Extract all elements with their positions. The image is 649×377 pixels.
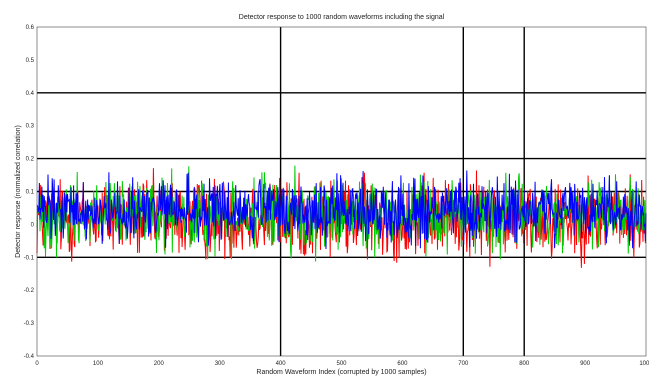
x-axis-label: Random Waveform Index (corrupted by 1000…: [256, 369, 426, 376]
y-tick-labels: -0.4 -0.3 -0.2 -0.1 0 0.1 0.2 0.3 0.4 0.5 0.6: [24, 25, 35, 360]
y-tick-label: 0.3: [26, 124, 35, 130]
x-tick-label: 200: [154, 361, 165, 367]
chart-title: Detector response to 1000 random wavefor…: [239, 14, 445, 21]
x-tick-label: 600: [397, 361, 408, 367]
x-tick-label: 700: [458, 361, 469, 367]
x-tick-label: 0: [35, 361, 39, 367]
plot-frame: [36, 26, 647, 357]
y-tick-label: 0: [31, 222, 35, 228]
series-group: [36, 165, 647, 268]
y-axis-label: Detector response (normalized correlatio…: [15, 125, 22, 258]
x-tick-labels: 0 100 200 300 400 500 600 700 800 900 1000: [35, 361, 649, 367]
x-tick-label: 500: [336, 361, 347, 367]
x-tick-label: 800: [519, 361, 530, 367]
y-tick-label: 0.6: [26, 25, 35, 31]
y-tick-label: 0.2: [26, 157, 35, 163]
y-tick-label: -0.2: [24, 288, 35, 294]
x-tick-label: 1000: [639, 361, 649, 367]
x-tick-label: 100: [93, 361, 104, 367]
y-tick-label: -0.3: [24, 321, 35, 327]
y-tick-label: -0.4: [24, 354, 35, 360]
y-tick-label: 0.1: [26, 190, 35, 196]
y-tick-label: 0.5: [26, 58, 35, 64]
x-tick-label: 400: [276, 361, 287, 367]
y-tick-label: 0.4: [26, 91, 35, 97]
y-tick-label: -0.1: [24, 255, 35, 261]
x-tick-label: 900: [580, 361, 591, 367]
series-line-3: [36, 170, 647, 250]
x-tick-label: 300: [215, 361, 226, 367]
